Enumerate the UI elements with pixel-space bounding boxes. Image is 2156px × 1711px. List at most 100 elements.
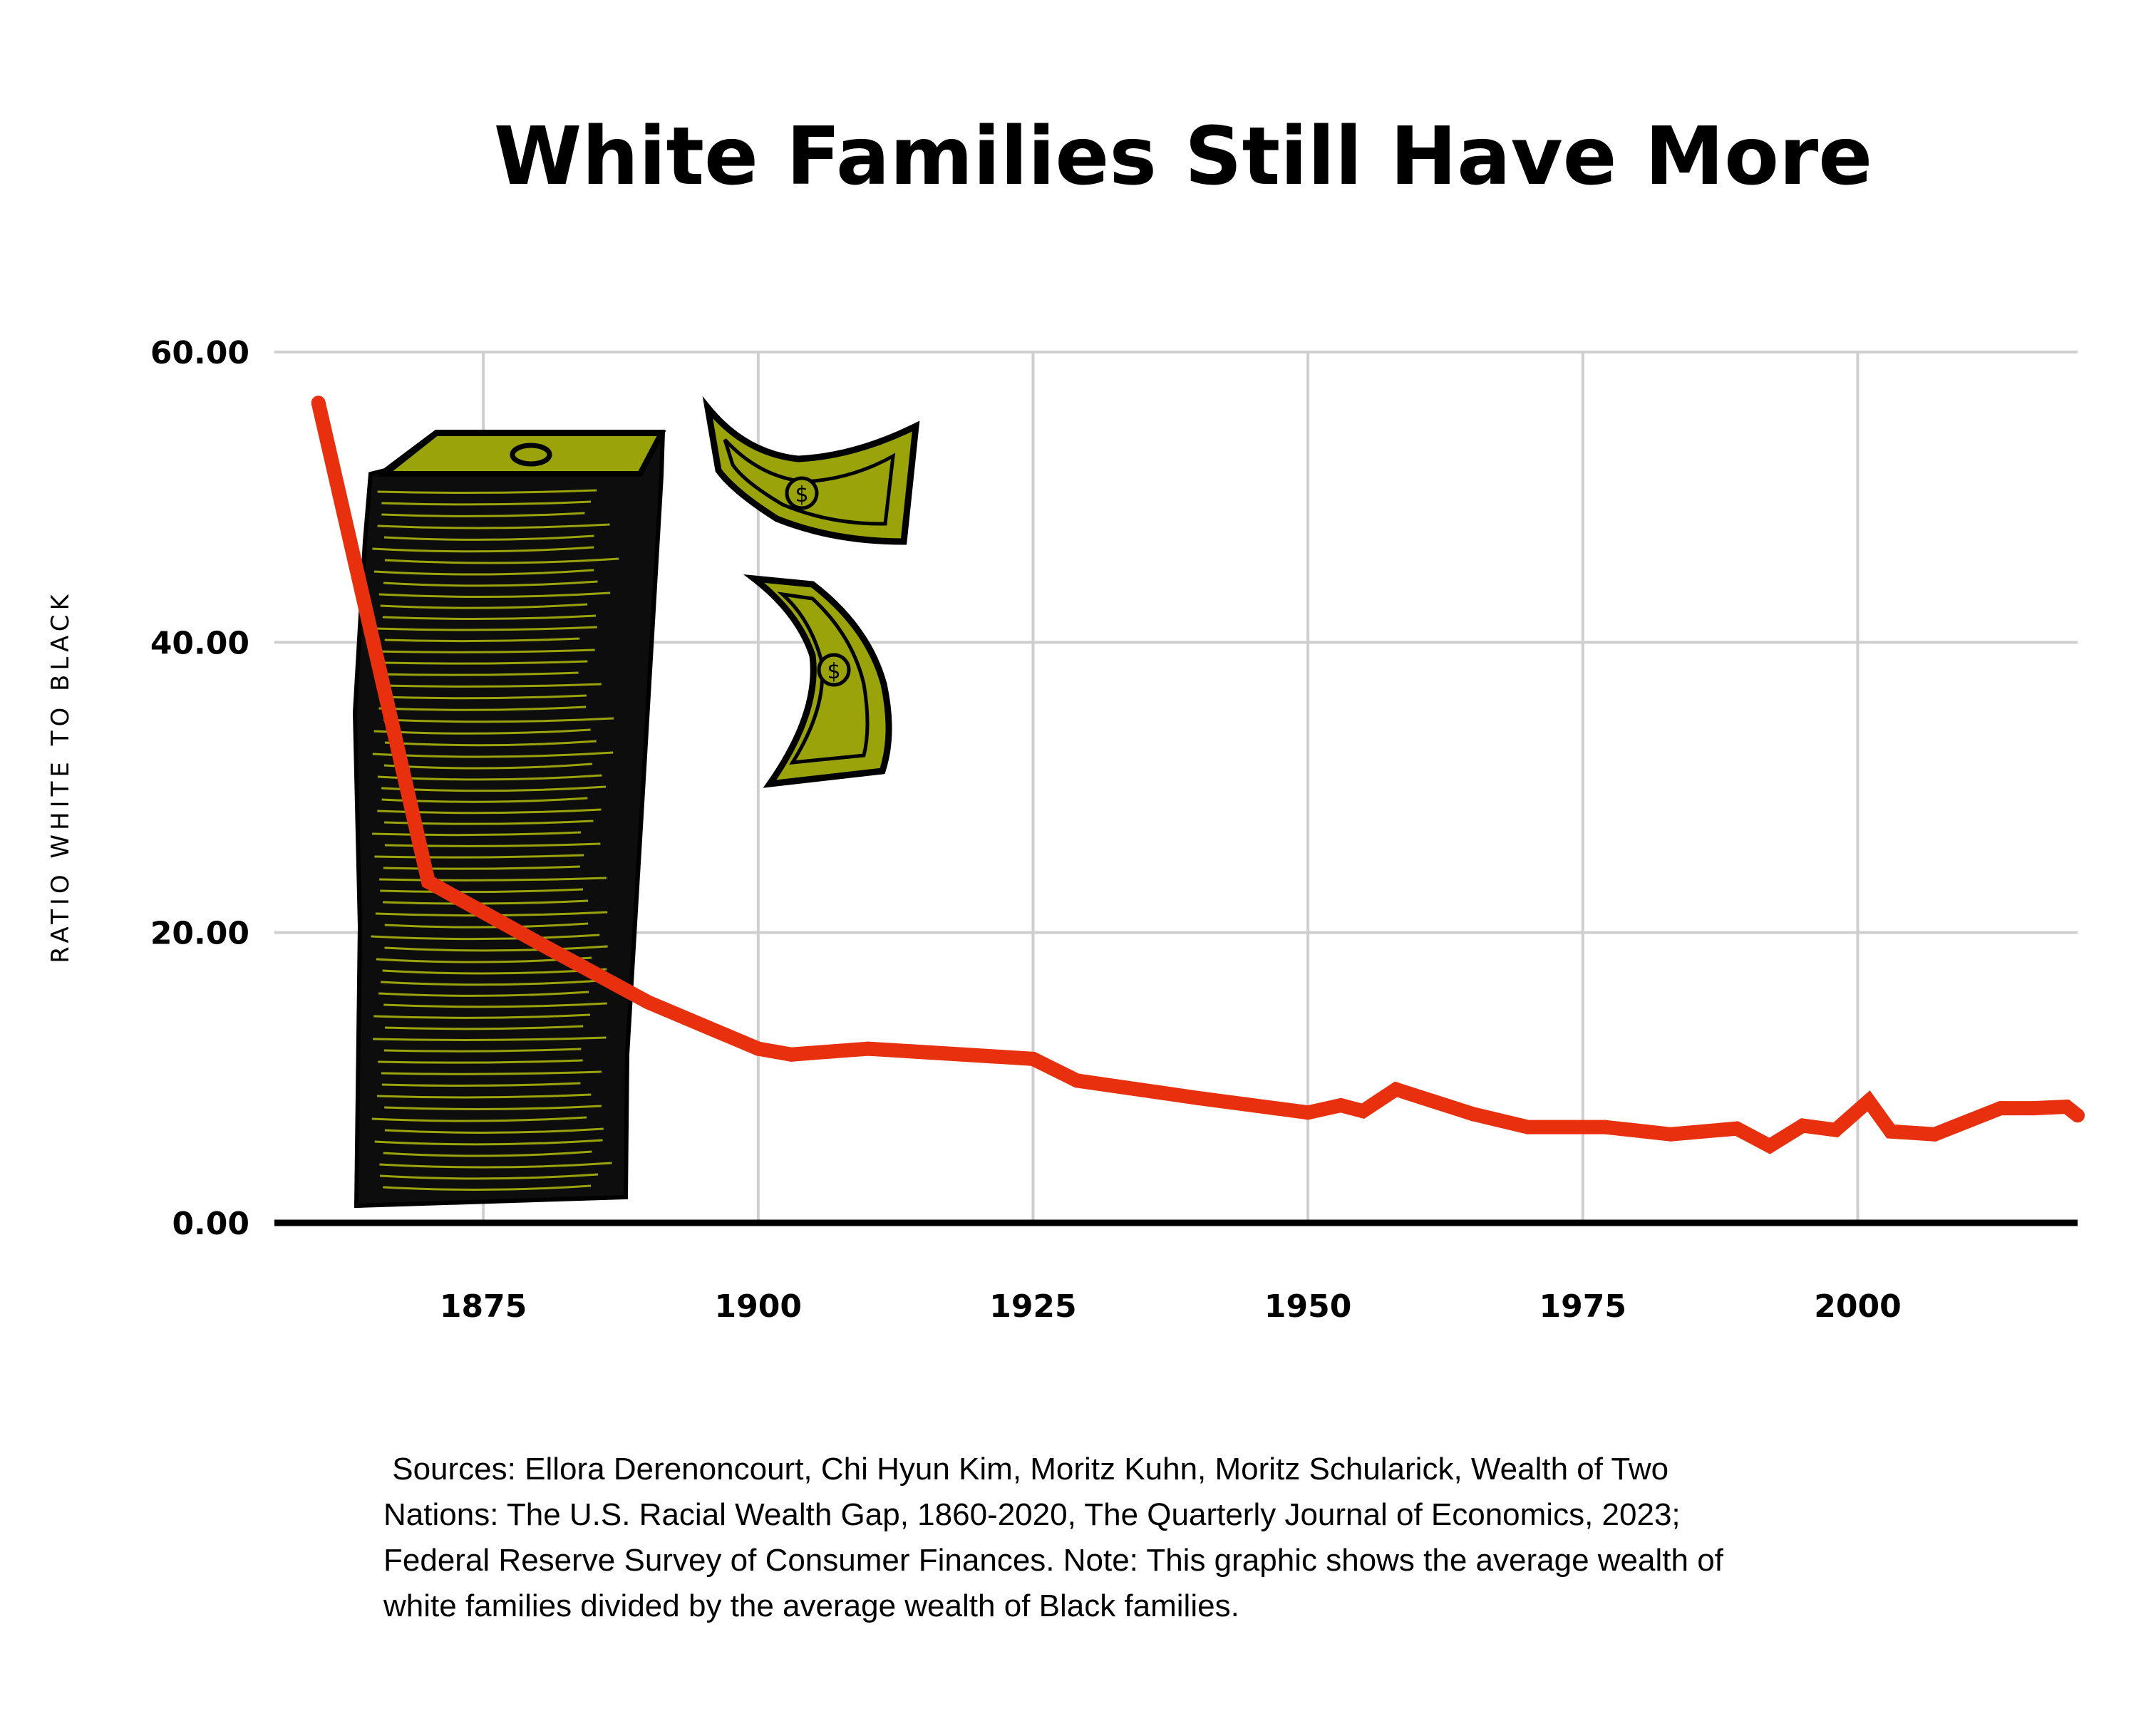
x-tick-labels: 1875 1900 1925 1950 1975 2000 bbox=[440, 1288, 1902, 1325]
stack-stripe bbox=[378, 991, 589, 997]
stack-stripe bbox=[384, 637, 580, 643]
data-point bbox=[1729, 1121, 1744, 1136]
stack-stripe bbox=[381, 1082, 581, 1087]
data-point bbox=[1861, 1093, 1876, 1108]
stack-stripe bbox=[380, 694, 587, 700]
data-point bbox=[1520, 1120, 1535, 1134]
stack-stripe bbox=[377, 489, 597, 494]
source-note: Sources: Ellora Derenoncourt, Chi Hyun K… bbox=[383, 1452, 1723, 1623]
stack-stripe bbox=[383, 865, 580, 870]
stack-stripe bbox=[384, 1105, 602, 1110]
y-tick-label: 0.00 bbox=[172, 1206, 249, 1242]
stack-stripe bbox=[374, 854, 584, 859]
data-point bbox=[2026, 1101, 2041, 1116]
bill-lower-border bbox=[777, 591, 870, 765]
stack-stripe bbox=[371, 648, 595, 653]
stack-stripe bbox=[371, 934, 600, 941]
data-point bbox=[421, 874, 435, 889]
stack-stripe bbox=[379, 1162, 612, 1169]
data-point bbox=[1026, 1051, 1041, 1066]
stack-stripe bbox=[384, 660, 588, 665]
data-point bbox=[2059, 1100, 2074, 1115]
data-point bbox=[311, 396, 326, 410]
dollar-sign-icon: $ bbox=[795, 482, 808, 507]
data-point bbox=[1190, 1090, 1205, 1105]
money-stack-illustration bbox=[352, 430, 666, 1209]
y-tick-label: 20.00 bbox=[150, 916, 249, 952]
stack-stripe bbox=[382, 614, 596, 621]
bill-upper-body bbox=[702, 396, 920, 545]
stack-stripe bbox=[381, 1070, 602, 1075]
bill-upper-border bbox=[723, 438, 896, 526]
data-point bbox=[1070, 1073, 1085, 1088]
y-tick-labels: 60.00 40.00 20.00 0.00 bbox=[150, 335, 249, 1242]
y-tick-label: 40.00 bbox=[150, 625, 249, 661]
stack-stripe bbox=[380, 888, 583, 894]
data-point bbox=[1763, 1139, 1778, 1154]
stack-stripe bbox=[376, 1093, 592, 1099]
data-point bbox=[861, 1041, 876, 1056]
stack-stripe bbox=[378, 591, 611, 599]
stack-stripe bbox=[378, 1059, 583, 1064]
stack-stripe bbox=[380, 603, 588, 609]
stack-stripe bbox=[384, 557, 619, 564]
bill-lower-dollar-seal bbox=[817, 653, 851, 687]
stack-stripe bbox=[378, 705, 587, 711]
data-point bbox=[1597, 1120, 1612, 1134]
x-tick-label: 1950 bbox=[1264, 1288, 1351, 1325]
stack-stripe bbox=[379, 877, 607, 882]
stack-stripe bbox=[377, 523, 610, 529]
data-point bbox=[1960, 1114, 1975, 1129]
data-point bbox=[1993, 1101, 2008, 1116]
bill-upper-dollar-seal bbox=[785, 476, 819, 510]
stack-stripe bbox=[384, 945, 608, 952]
stack-stripe bbox=[373, 1036, 607, 1041]
stack-stripe bbox=[373, 569, 594, 576]
x-tick-label: 1925 bbox=[989, 1288, 1076, 1325]
stack-stripe bbox=[384, 922, 589, 929]
stack-stripe bbox=[383, 763, 593, 770]
data-point bbox=[1465, 1107, 1480, 1122]
data-point bbox=[1388, 1082, 1403, 1097]
stack-stripe bbox=[383, 899, 589, 905]
stack-stripe bbox=[372, 831, 582, 837]
stack-stripe bbox=[384, 1025, 584, 1030]
stack-stripe bbox=[374, 1139, 603, 1146]
stack-stripe bbox=[383, 1184, 592, 1191]
y-axis-label: RATIO WHITE TO BLACK bbox=[46, 590, 75, 963]
stack-stripe bbox=[383, 580, 598, 587]
dollar-sign-icon: $ bbox=[827, 659, 840, 684]
stack-stripe bbox=[373, 1013, 591, 1019]
stack-stripe bbox=[381, 979, 602, 986]
stack-stripe bbox=[383, 717, 614, 723]
data-point bbox=[1301, 1105, 1316, 1120]
stack-stripe bbox=[371, 1116, 587, 1122]
data-point bbox=[641, 995, 656, 1010]
stack-stripe bbox=[376, 626, 597, 631]
data-point bbox=[784, 1047, 799, 1062]
data-point bbox=[1927, 1127, 1942, 1142]
y-tick-label: 60.00 bbox=[150, 335, 249, 371]
stack-stripe bbox=[384, 1127, 604, 1134]
data-point bbox=[1664, 1127, 1678, 1142]
x-tick-label: 1875 bbox=[440, 1288, 527, 1325]
data-point bbox=[1334, 1098, 1348, 1113]
data-point bbox=[2070, 1108, 2085, 1123]
data-point bbox=[1356, 1104, 1371, 1119]
chart-title: White Families Still Have More bbox=[494, 110, 1872, 203]
floating-bill-lower: $ bbox=[743, 574, 892, 788]
x-tick-label: 2000 bbox=[1814, 1288, 1901, 1325]
data-point bbox=[1883, 1124, 1898, 1139]
x-tick-label: 1975 bbox=[1539, 1288, 1626, 1325]
money-stack-body bbox=[352, 430, 666, 1209]
stack-stripe bbox=[383, 1150, 592, 1157]
money-stack-top-seal bbox=[510, 443, 552, 467]
data-point bbox=[1795, 1118, 1810, 1133]
stack-stripe bbox=[382, 683, 602, 688]
stack-stripe bbox=[383, 1048, 582, 1053]
stack-stripe bbox=[383, 1002, 607, 1008]
stack-stripe bbox=[379, 1173, 599, 1180]
series-group bbox=[311, 396, 2085, 1154]
stack-stripe bbox=[373, 728, 591, 735]
